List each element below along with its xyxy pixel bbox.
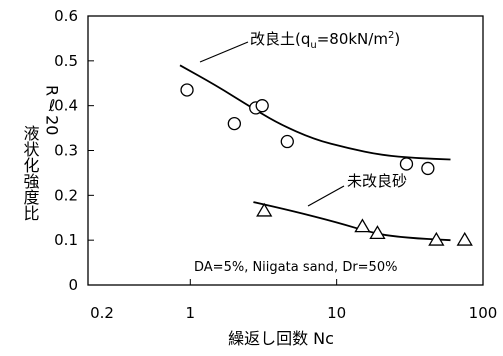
plot-frame (87, 15, 484, 286)
improved-soil-curve (179, 64, 451, 161)
y-axis-ticks: 0 0.1 0.2 0.3 0.4 0.5 0.6 (54, 7, 94, 294)
unimproved-sand-point (256, 202, 273, 217)
improved-soil-point (421, 161, 435, 176)
x-tick-label: 100 (469, 304, 498, 322)
unimproved-sand-point (354, 218, 371, 233)
data-markers (180, 83, 473, 246)
annotation-improved-soil: 改良土(qu=80kN/m2) (250, 30, 400, 51)
x-axis-title: 繰返し回数 Nc (228, 329, 334, 348)
x-tick-label: 0.2 (90, 304, 114, 322)
fit-curves (179, 64, 451, 242)
x-axis-ticks: 0.2 1 10 100 (87, 279, 498, 322)
unimproved-sand-point (456, 231, 473, 246)
y-tick-label: 0.1 (54, 231, 78, 249)
y-axis-symbol: Rℓ20 (43, 85, 62, 135)
test-condition-note: DA=5%, Niigata sand, Dr=50% (194, 260, 397, 275)
y-tick-label: 0.5 (54, 52, 78, 70)
y-axis-title: 液状化強度比 (21, 125, 40, 221)
improved-soil-point (180, 83, 194, 97)
improved-soil-point (399, 157, 414, 171)
improved-soil-point (280, 134, 294, 149)
unimproved-sand-point (428, 231, 445, 246)
y-tick-label: 0.4 (54, 97, 78, 115)
improved-soil-point (255, 99, 269, 113)
annotation-leader-1 (199, 41, 249, 63)
y-tick-label: 0 (68, 276, 78, 294)
unimproved-sand-point (369, 225, 386, 239)
y-tick-label: 0.2 (54, 186, 78, 204)
annotation-unimproved-sand: 未改良砂 (347, 172, 407, 190)
improved-soil-point (227, 116, 242, 131)
annotation-leader-2 (307, 185, 345, 207)
x-tick-label: 10 (327, 304, 346, 322)
x-tick-label: 1 (186, 304, 196, 322)
y-tick-label: 0.6 (54, 7, 78, 25)
unimproved-sand-curve (253, 201, 451, 242)
y-tick-label: 0.3 (54, 142, 78, 160)
